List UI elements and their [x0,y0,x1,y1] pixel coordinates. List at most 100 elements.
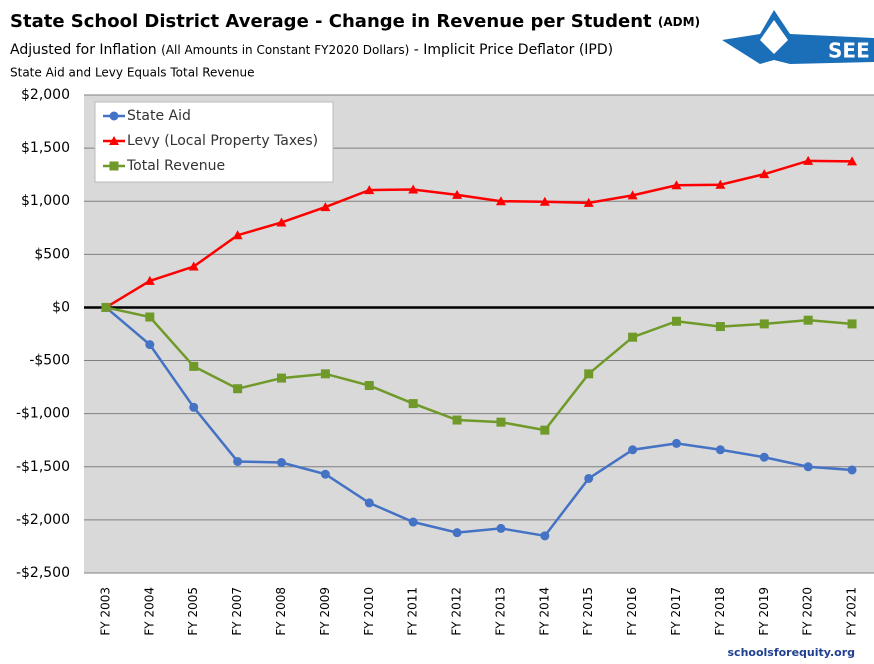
point [364,185,375,195]
point [496,417,506,427]
point [847,156,858,166]
x-tick-label: FY 2010 [362,587,376,636]
point [803,315,813,325]
legend-label: Levy (Local Property Taxes) [127,133,318,149]
legend-marker [109,111,119,121]
point [452,189,463,199]
logo-text: SEE [828,39,870,63]
point [232,230,243,240]
point [320,469,330,479]
y-tick-label: $0 [52,299,70,315]
point [408,399,418,409]
point [276,217,287,227]
point [671,180,682,190]
point [101,302,111,312]
subtitle-part: (All Amounts in Constant FY2020 Dollars) [161,43,409,57]
point [144,275,155,285]
point [715,179,726,189]
legend-label: Total Revenue [126,158,225,174]
legend-label: State Aid [127,108,191,124]
y-tick-label: -$2,000 [16,512,70,528]
x-tick-label: FY 2007 [230,587,244,636]
point [847,465,857,475]
subtitle-part: - Implicit Price Deflator (IPD) [414,42,613,58]
x-tick-label: FY 2014 [537,587,551,636]
point [672,438,681,448]
point [803,462,813,472]
y-tick-label: -$1,500 [16,459,70,475]
point [452,528,462,538]
logo: SEE [722,10,874,64]
y-tick-label: $2,000 [21,87,70,103]
x-tick-label: FY 2013 [493,587,507,636]
y-tick-label: $500 [34,246,70,262]
point [715,322,725,332]
point [408,184,419,194]
y-tick-label: $1,000 [21,193,70,209]
source: schoolsforequity.org [728,646,856,659]
point [496,523,506,533]
series-line [105,306,853,432]
point [628,332,638,342]
legend-marker [109,161,119,171]
point [584,369,594,379]
y-tick-label: -$2,500 [16,565,70,581]
point [188,261,199,271]
title-note: (ADM) [658,15,700,29]
point [540,425,550,435]
point [539,196,550,206]
point [583,197,594,207]
point [628,445,638,455]
logo-shape [722,10,874,64]
x-tick-label: FY 2008 [274,587,288,636]
subtitle-part: Adjusted for Inflation [10,42,157,58]
x-tick-label: FY 2009 [318,587,332,636]
point [277,373,286,383]
point [672,316,681,326]
point [233,384,243,394]
point [277,458,286,468]
point [364,498,374,508]
x-tick-label: FY 2021 [845,587,859,636]
point [584,473,594,483]
x-tick-label: FY 2018 [713,587,727,636]
point [364,381,374,391]
point [189,402,199,412]
x-tick-label: FY 2005 [186,587,200,636]
point [495,196,506,206]
y-tick-label: -$500 [29,353,70,369]
x-tick-label: FY 2004 [142,587,156,636]
point [759,452,769,462]
point [233,456,243,466]
x-tick-label: FY 2003 [98,587,112,636]
x-tick-label: FY 2012 [450,587,464,636]
legend-box [94,101,334,183]
point [715,445,725,455]
chart-note: State Aid and Levy Equals Total Revenue [10,66,254,80]
chart-title: State School District Average - Change i… [10,11,700,32]
series-line [105,159,853,309]
point [627,190,638,200]
point [145,312,155,322]
x-tick-label: FY 2015 [581,587,595,636]
x-tick-label: FY 2019 [757,587,771,636]
y-tick-label: -$1,000 [16,406,70,422]
point [145,340,155,350]
subtitle: Adjusted for Inflation (All Amounts in C… [10,42,613,58]
point [847,319,857,329]
point [803,155,814,165]
point [408,517,418,527]
x-tick-label: FY 2020 [801,587,815,636]
x-tick-label: FY 2016 [625,587,639,636]
logo-star [760,20,788,54]
point [320,202,331,212]
title-main: State School District Average - Change i… [10,11,652,32]
point [759,169,770,179]
x-tick-label: FY 2011 [406,587,420,636]
point [189,361,199,371]
point [320,369,330,379]
series-line [105,306,853,538]
point [540,531,550,541]
legend-marker [109,136,119,145]
